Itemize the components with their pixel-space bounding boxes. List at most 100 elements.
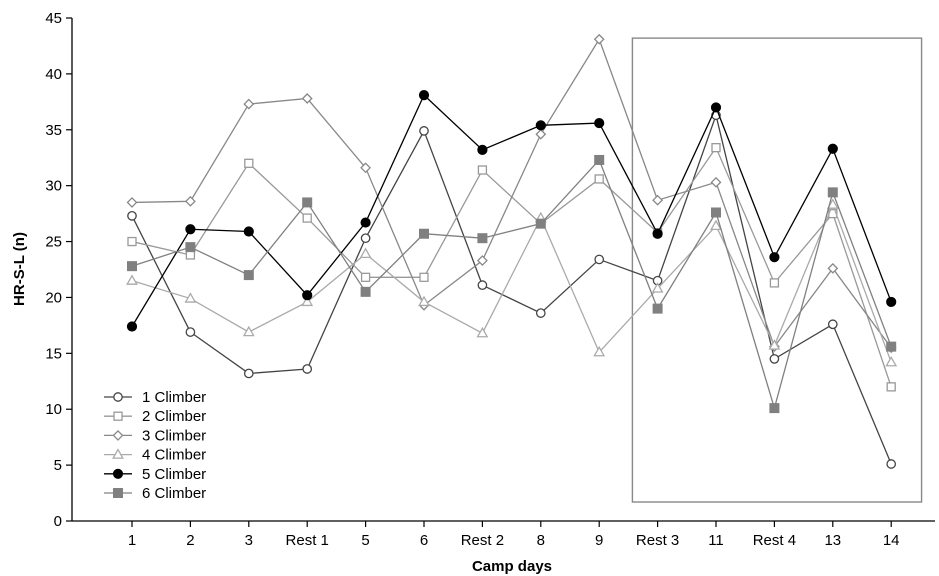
data-point [185,224,196,235]
series-3 [126,33,897,354]
data-point [477,280,488,290]
data-point [593,33,605,45]
series-line [131,94,892,327]
series-5 [126,90,897,332]
data-point [594,117,605,129]
data-point [418,295,430,307]
data-point [243,98,255,110]
y-tick-label: 0 [54,513,62,530]
legend-item: 5 Climber [104,466,206,483]
series-line [131,37,892,349]
data-point [476,255,488,266]
data-point [477,165,488,175]
x-axis-ticks: 1 2 3 Rest 1 5 6 Rest 2 8 9 Rest 3 11 Rest 4 13 14 [128,521,900,549]
data-point [769,354,780,364]
data-point [769,252,780,263]
data-point [184,292,197,303]
data-point [710,102,722,113]
y-tick-label: 10 [45,401,62,418]
data-point [419,272,429,282]
y-tick-label: 40 [45,66,62,83]
data-point [886,382,896,392]
data-point [710,219,722,231]
data-point [535,308,546,318]
legend-label: 6 Climber [142,485,206,502]
legend-label: 5 Climber [142,466,206,483]
data-point [359,247,372,259]
x-tick-label: Rest 3 [636,532,679,549]
legend-marker [113,392,123,402]
data-point [126,274,138,285]
highlight-box [631,37,923,503]
data-point [185,250,196,260]
data-point [652,228,663,239]
y-tick-label: 30 [45,178,62,195]
legend-marker [112,429,124,441]
data-point [886,296,897,308]
data-point [476,326,489,338]
data-point [301,93,313,104]
x-tick-label: 3 [245,532,253,549]
data-point [477,144,488,155]
legend-item: 2 Climber [104,408,206,425]
data-point [827,319,838,330]
x-tick-label: 5 [361,532,369,549]
data-point [827,143,838,154]
data-point [243,270,254,281]
data-point [886,459,897,469]
data-point [360,286,371,297]
data-point [535,218,546,229]
series-line [131,202,892,363]
data-point [242,325,255,337]
x-tick-label: Rest 4 [753,532,796,549]
legend-label: 4 Climber [142,447,206,464]
x-tick-label: 2 [186,532,194,549]
data-point [360,217,371,228]
data-point [535,120,546,131]
x-tick-label: 13 [824,532,841,549]
x-tick-label: Rest 2 [461,532,504,549]
data-point [769,403,780,414]
data-point [185,327,196,337]
data-point [302,213,312,223]
data-point [419,228,429,239]
data-point [360,272,371,282]
chart-axes [71,18,935,522]
y-axis-title: HR-S-L (n) [11,232,28,306]
y-tick-label: 45 [45,10,62,27]
data-point [419,126,429,136]
legend-label: 1 Climber [142,389,206,406]
x-tick-label: Rest 1 [286,532,329,549]
legend-marker [112,468,124,479]
legend-item: 4 Climber [104,447,206,464]
data-point [826,198,839,209]
data-point [594,254,605,265]
legend-item: 6 Climber [104,485,206,502]
series-line [131,146,892,388]
x-axis-title: Camp days [472,558,552,575]
series-line [131,158,892,411]
data-point [711,143,721,153]
x-tick-label: 11 [708,532,724,549]
legend-marker [113,488,123,498]
data-point [301,295,314,307]
data-point [593,345,606,357]
series-1 [127,110,897,469]
data-point [710,176,722,188]
data-point [711,207,721,218]
y-tick-label: 35 [45,122,62,139]
x-tick-label: 14 [883,532,900,549]
y-tick-label: 15 [45,345,62,362]
legend-marker [113,411,123,421]
data-point [127,210,137,221]
series-2 [127,143,896,392]
legend-label: 2 Climber [142,408,206,425]
data-point [594,174,604,184]
data-point [126,321,138,332]
data-point [477,233,488,244]
data-point [360,162,372,174]
data-point [126,197,138,208]
data-point [535,128,547,140]
data-point [827,262,839,274]
